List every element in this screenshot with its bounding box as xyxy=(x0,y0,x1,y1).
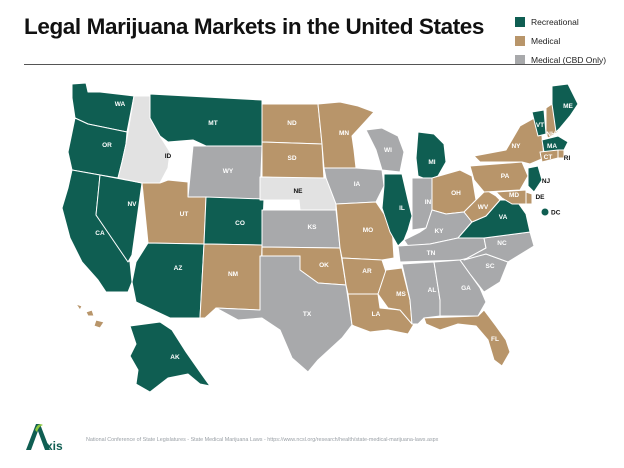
state-label-de: DE xyxy=(535,194,545,201)
state-label-ia: IA xyxy=(354,181,361,188)
state-ny xyxy=(473,115,545,165)
state-label-al: AL xyxy=(428,287,437,294)
state-la xyxy=(347,293,415,335)
state-pa xyxy=(469,161,529,193)
state-label-nh: NH xyxy=(546,131,556,138)
state-label-ma: MA xyxy=(547,143,557,150)
states-layer xyxy=(61,82,579,393)
state-fl xyxy=(423,309,511,367)
state-label-ri: RI xyxy=(564,155,571,162)
state-label-ak: AK xyxy=(170,354,180,361)
state-wi xyxy=(365,127,405,173)
state-label-me: ME xyxy=(563,103,573,110)
state-label-sd: SD xyxy=(287,155,296,162)
legend-item-recreational: Recreational xyxy=(515,12,606,31)
state-ct xyxy=(539,149,559,163)
state-label-il: IL xyxy=(399,205,405,212)
state-label-mt: MT xyxy=(208,120,217,127)
state-mt xyxy=(149,93,263,147)
state-ak xyxy=(129,321,211,393)
state-label-ky: KY xyxy=(434,228,444,235)
state-nm xyxy=(199,243,263,319)
state-label-nm: NM xyxy=(228,271,238,278)
state-label-la: LA xyxy=(372,311,381,318)
state-dc xyxy=(541,208,549,216)
state-labels-layer: WA OR CA NV ID MT WY UT AZ CO NM ND SD NE KS OK TX MN IA MO… xyxy=(85,101,574,361)
state-label-mi: MI xyxy=(428,159,435,166)
state-label-or: OR xyxy=(102,142,112,149)
state-nj xyxy=(527,165,543,193)
state-label-dc: DC xyxy=(551,210,561,217)
source-citation: National Conference of State Legislature… xyxy=(86,437,439,443)
state-label-wi: WI xyxy=(384,147,392,154)
state-label-tn: TN xyxy=(427,250,436,257)
state-tx xyxy=(215,255,353,373)
state-mi xyxy=(415,131,447,181)
state-label-id: ID xyxy=(165,153,172,160)
state-label-nj: NJ xyxy=(542,178,551,185)
state-nh xyxy=(545,103,559,139)
legend-item-medical: Medical xyxy=(515,31,606,50)
state-label-ks: KS xyxy=(307,224,317,231)
state-md xyxy=(495,189,527,205)
state-label-fl: FL xyxy=(491,336,499,343)
legend: Recreational Medical Medical (CBD Only) xyxy=(515,12,606,69)
state-label-ok: OK xyxy=(319,262,329,269)
logo-wordmark: xis xyxy=(46,439,63,453)
state-me xyxy=(551,83,579,133)
state-label-ga: GA xyxy=(461,285,471,292)
legend-swatch-medical xyxy=(515,35,525,46)
state-label-wy: WY xyxy=(223,168,234,175)
logo-mark-a xyxy=(26,424,50,450)
state-label-pa: PA xyxy=(501,173,510,180)
state-ma xyxy=(541,135,569,153)
map-title: Legal Marijuana Markets in the United St… xyxy=(24,14,485,39)
state-label-sc: SC xyxy=(485,263,494,270)
state-wv xyxy=(463,189,501,223)
state-mn xyxy=(317,101,375,169)
state-label-nd: ND xyxy=(287,120,297,127)
state-mo xyxy=(335,201,395,261)
state-label-nc: NC xyxy=(497,240,507,247)
state-label-wa: WA xyxy=(115,101,126,108)
state-label-in: IN xyxy=(425,199,432,206)
state-ia xyxy=(323,167,385,205)
state-label-az: AZ xyxy=(174,265,183,272)
state-label-tx: TX xyxy=(303,311,312,318)
legend-swatch-recreational xyxy=(515,16,525,27)
state-label-ut: UT xyxy=(180,211,189,218)
legend-label-recreational: Recreational xyxy=(531,16,579,27)
state-az xyxy=(131,242,205,319)
state-label-ar: AR xyxy=(362,268,372,275)
state-label-nv: NV xyxy=(127,201,137,208)
state-label-mo: MO xyxy=(363,227,373,234)
legend-label-cbd: Medical (CBD Only) xyxy=(531,54,607,65)
state-label-va: VA xyxy=(499,214,508,221)
state-label-ca: CA xyxy=(95,230,105,237)
state-label-ms: MS xyxy=(396,291,406,298)
axis-logo: xis xyxy=(26,424,63,453)
state-label-wv: WV xyxy=(478,204,489,211)
legend-swatch-cbd xyxy=(515,54,525,65)
state-label-ne: NE xyxy=(293,188,303,195)
state-label-hi: HI xyxy=(85,319,92,326)
legend-label-medical: Medical xyxy=(531,35,561,46)
state-ks xyxy=(261,209,341,249)
state-label-vt: VT xyxy=(536,122,544,129)
title-divider xyxy=(24,64,600,65)
state-de xyxy=(525,191,533,205)
state-label-co: CO xyxy=(235,220,245,227)
state-nc xyxy=(463,231,535,263)
state-label-mn: MN xyxy=(339,130,349,137)
state-hi xyxy=(75,303,105,329)
state-ms xyxy=(377,267,413,325)
state-co xyxy=(203,196,265,246)
state-label-ny: NY xyxy=(511,143,521,150)
legend-item-cbd: Medical (CBD Only) xyxy=(515,50,606,69)
logo-leaf xyxy=(35,424,43,432)
state-label-ct: CT xyxy=(544,154,553,161)
state-label-md: MD xyxy=(509,192,519,199)
state-label-oh: OH xyxy=(451,190,461,197)
